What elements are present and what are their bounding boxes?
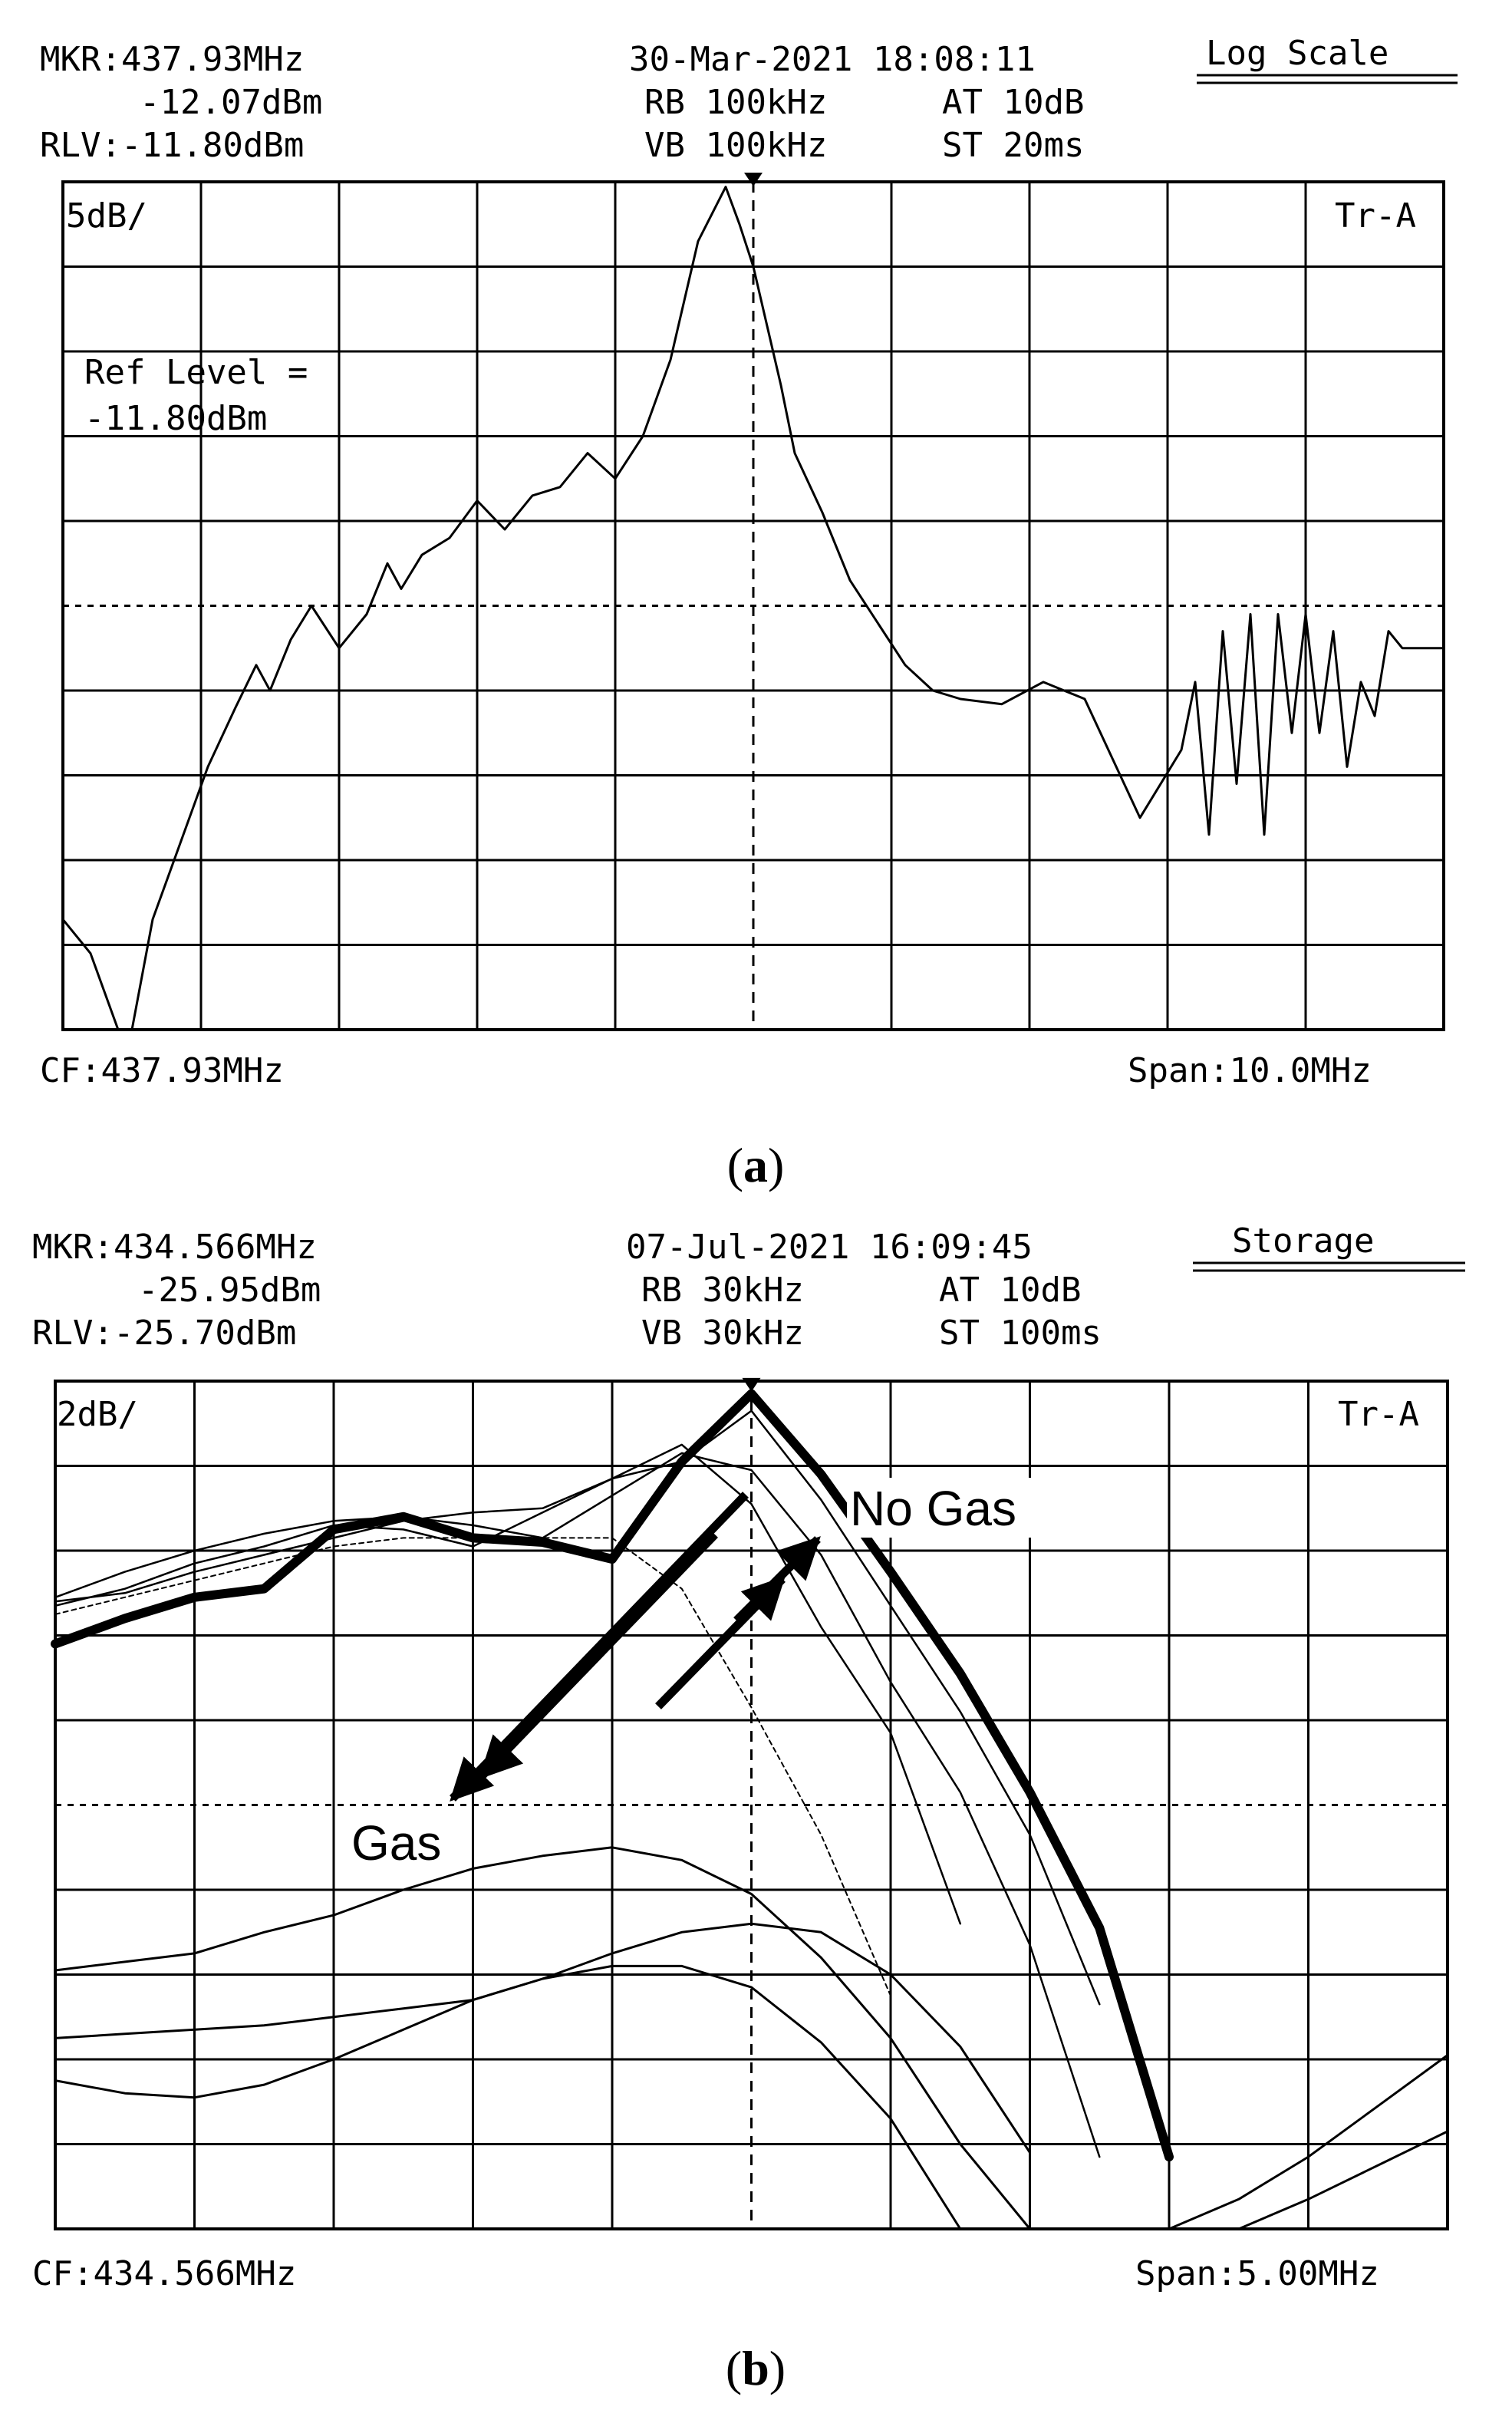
attenuation: AT 10dB — [942, 83, 1084, 122]
no-gas-label-bg — [847, 1478, 1048, 1538]
video-bandwidth: VB 30kHz — [641, 1314, 804, 1353]
panel-a: MKR:437.93MHz -12.07dBm RLV:-11.80dBm 30… — [40, 34, 1458, 1192]
gas-label: Gas — [351, 1815, 441, 1871]
marker-icon — [744, 172, 763, 186]
trace-series-1 — [61, 186, 1445, 1031]
caption-b: (b) — [726, 2341, 786, 2395]
marker-frequency: MKR:434.566MHz — [32, 1228, 317, 1267]
display-mode: Log Scale — [1206, 34, 1388, 73]
trace-series-4 — [54, 1443, 962, 1925]
trace-label-bg — [1333, 198, 1441, 236]
marker-level: -25.95dBm — [138, 1271, 321, 1310]
center-frequency: CF:437.93MHz — [40, 1051, 284, 1090]
trace-label-bg — [1336, 1396, 1444, 1435]
resolution-bandwidth: RB 100kHz — [644, 83, 827, 122]
sweep-time: ST 100ms — [939, 1314, 1102, 1353]
marker-level: -12.07dBm — [140, 83, 322, 122]
trace-label: Tr-A — [1338, 1395, 1419, 1434]
trace-series-7 — [54, 1922, 1031, 2154]
trace-group-b — [51, 1377, 1449, 2230]
trace-series-3 — [54, 1452, 1101, 2158]
trace-group-a — [61, 172, 1445, 1031]
scale-label: 5dB/ — [66, 196, 147, 236]
sweep-time: ST 20ms — [942, 126, 1084, 165]
span: Span:5.00MHz — [1135, 2254, 1379, 2293]
trace-series-10 — [1237, 2130, 1449, 2230]
marker-icon — [742, 1377, 761, 1392]
video-bandwidth: VB 100kHz — [644, 126, 827, 165]
reference-level: RLV:-11.80dBm — [40, 126, 304, 165]
marker-frequency: MKR:437.93MHz — [40, 40, 304, 79]
trace-series-9 — [1098, 2054, 1449, 2230]
timestamp: 30-Mar-2021 18:08:11 — [629, 40, 1036, 79]
trace-series-1 — [51, 1389, 1174, 2162]
no-gas-arrow-2 — [733, 1536, 821, 1624]
no-gas-label: No Gas — [850, 1481, 1016, 1536]
plot-grid-b — [55, 1381, 1448, 2229]
ref-level-label: Ref Level = — [84, 353, 308, 392]
ref-level-value: -11.80dBm — [84, 399, 267, 438]
scale-label: 2dB/ — [57, 1395, 138, 1434]
trace-series-2 — [54, 1409, 1101, 2006]
scale-label-bg — [68, 198, 167, 236]
display-mode: Storage — [1232, 1221, 1374, 1261]
gas-arrow-2 — [479, 1531, 718, 1779]
reference-level: RLV:-25.70dBm — [32, 1314, 296, 1353]
span: Span:10.0MHz — [1128, 1051, 1372, 1090]
gas-label-bg — [348, 1812, 456, 1872]
trace-series-8 — [54, 1964, 962, 2230]
scale-label-bg — [58, 1396, 158, 1435]
trace-label: Tr-A — [1335, 196, 1416, 236]
panel-b: MKR:434.566MHz -25.95dBm RLV:-25.70dBm 0… — [32, 1221, 1465, 2395]
caption-a: (a) — [727, 1138, 785, 1192]
attenuation: AT 10dB — [939, 1271, 1081, 1310]
trace-series-6 — [54, 1846, 1031, 2230]
resolution-bandwidth: RB 30kHz — [641, 1271, 804, 1310]
trace-series-5 — [54, 1537, 891, 1997]
center-frequency: CF:434.566MHz — [32, 2254, 296, 2293]
plot-grid-a — [63, 182, 1444, 1030]
timestamp: 07-Jul-2021 16:09:45 — [626, 1228, 1033, 1267]
